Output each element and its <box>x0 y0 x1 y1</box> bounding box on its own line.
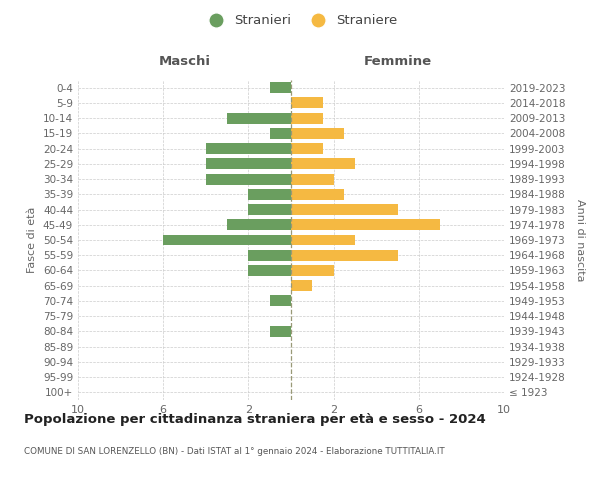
Bar <box>248 250 291 260</box>
Bar <box>227 112 291 124</box>
Bar <box>291 250 398 260</box>
Bar <box>270 326 291 337</box>
Text: COMUNE DI SAN LORENZELLO (BN) - Dati ISTAT al 1° gennaio 2024 - Elaborazione TUT: COMUNE DI SAN LORENZELLO (BN) - Dati IST… <box>24 448 445 456</box>
Bar <box>163 234 291 246</box>
Bar <box>291 158 355 170</box>
Text: Maschi: Maschi <box>158 55 211 68</box>
Bar <box>291 143 323 154</box>
Bar <box>291 234 355 246</box>
Bar <box>291 220 440 230</box>
Bar <box>291 265 334 276</box>
Y-axis label: Fasce di età: Fasce di età <box>28 207 37 273</box>
Text: Popolazione per cittadinanza straniera per età e sesso - 2024: Popolazione per cittadinanza straniera p… <box>24 412 486 426</box>
Y-axis label: Anni di nascita: Anni di nascita <box>575 198 585 281</box>
Bar <box>248 204 291 215</box>
Bar <box>206 143 291 154</box>
Bar <box>248 265 291 276</box>
Bar <box>227 220 291 230</box>
Text: Femmine: Femmine <box>364 55 431 68</box>
Bar <box>291 112 323 124</box>
Legend: Stranieri, Straniere: Stranieri, Straniere <box>197 9 403 32</box>
Bar <box>291 280 313 291</box>
Bar <box>291 98 323 108</box>
Bar <box>270 128 291 139</box>
Bar <box>291 128 344 139</box>
Bar <box>206 174 291 184</box>
Bar <box>206 158 291 170</box>
Bar <box>291 189 344 200</box>
Bar <box>270 82 291 93</box>
Bar <box>248 189 291 200</box>
Bar <box>270 296 291 306</box>
Bar <box>291 204 398 215</box>
Bar <box>291 174 334 184</box>
